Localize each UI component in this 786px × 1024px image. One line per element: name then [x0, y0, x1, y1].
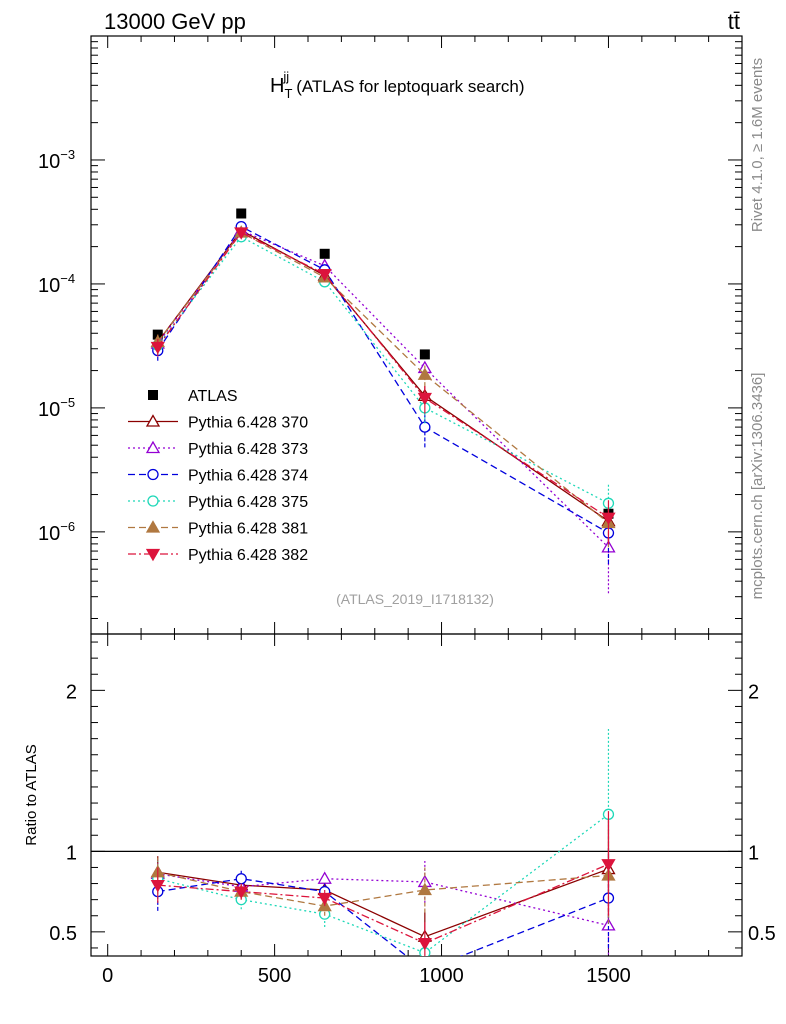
data-point: [234, 227, 249, 240]
y-tick-label: 10−4: [38, 271, 75, 297]
legend-marker: [145, 548, 161, 562]
series-line: [157, 871, 609, 907]
legend-label: Pythia 6.428 373: [188, 441, 308, 458]
legend-item-s370: Pythia 6.428 370: [128, 414, 308, 432]
data-point: [319, 248, 330, 259]
data-point: [235, 873, 247, 885]
legend-marker: [147, 495, 159, 507]
main-series: [150, 208, 616, 594]
ratio-y-tick-label: 1: [66, 842, 77, 864]
series-line: [157, 863, 609, 944]
series-s374: [152, 848, 615, 956]
data-point: [150, 880, 165, 893]
ratio-y-tick-label: 2: [748, 681, 759, 703]
data-point: [417, 882, 432, 896]
y-tick-label: 10−6: [38, 519, 75, 545]
legend-marker: [145, 414, 161, 427]
x-tick-label: 1000: [419, 965, 464, 987]
y-tick-label: 10−3: [38, 147, 75, 173]
legend-item-s373: Pythia 6.428 373: [128, 440, 308, 458]
ratio-y-tick-label: 1: [748, 842, 759, 864]
legend-label: Pythia 6.428 370: [188, 415, 308, 432]
ratio-series: [150, 728, 616, 956]
series-s373: [150, 223, 616, 594]
data-point: [150, 341, 165, 355]
main-panel-frame: [90, 35, 743, 635]
main-axes: 10−3 10−4 10−5 10−6: [38, 35, 742, 956]
legend-item-s382: Pythia 6.428 382: [128, 547, 308, 564]
ratio-axes: 0 500 1000 1500 0.5 0.5 1 1 2 2: [49, 36, 776, 987]
series-s375: [152, 728, 615, 956]
ratio-panel-frame: [90, 633, 743, 957]
data-point: [601, 512, 616, 526]
title-variable: H: [270, 75, 284, 97]
series-line: [157, 868, 609, 938]
data-point: [417, 392, 432, 406]
series-s382: [150, 811, 616, 956]
data-point: [419, 349, 430, 360]
process-label: 13000 GeV pp: [104, 9, 246, 34]
data-point: [317, 268, 332, 282]
series-line: [157, 231, 609, 519]
legend-label: Pythia 6.428 382: [188, 547, 308, 564]
legend-label: Pythia 6.428 375: [188, 494, 308, 511]
x-tick-label: 0: [102, 965, 113, 987]
ratio-y-tick-label: 2: [66, 681, 77, 703]
ratio-y-tick-label: 0.5: [748, 923, 776, 945]
series-line: [157, 235, 609, 504]
analysis-id: (ATLAS_2019_I1718132): [336, 591, 494, 607]
ratio-axis-label: Ratio to ATLAS: [23, 744, 40, 845]
rivet-label: Rivet 4.1.0, ≥ 1.6M events: [749, 58, 766, 232]
title-subscript: T: [284, 86, 292, 101]
legend-item-s375: Pythia 6.428 375: [128, 494, 308, 511]
title-superscript: jj: [282, 69, 289, 84]
data-point: [234, 886, 249, 899]
data-point: [417, 367, 432, 380]
data-point: [417, 937, 432, 951]
series-line: [157, 813, 609, 954]
x-tick-label: 500: [258, 965, 291, 987]
series-s382: [150, 227, 616, 544]
mcplots-label: mcplots.cern.ch [arXiv:1306.3436]: [749, 373, 766, 600]
legend-item-data: ATLAS: [148, 388, 238, 405]
title-description: (ATLAS for leptoquark search): [296, 77, 524, 96]
x-tick-label: 1500: [586, 965, 631, 987]
series-s373: [150, 857, 616, 956]
legend-label: ATLAS: [188, 388, 238, 405]
series-s370: [150, 815, 616, 956]
data-point: [601, 859, 616, 872]
data-point: [317, 892, 332, 906]
data-point: [419, 421, 431, 433]
series-line: [157, 225, 609, 534]
y-tick-label: 10−5: [38, 395, 75, 421]
legend-marker: [145, 520, 161, 533]
legend-item-s381: Pythia 6.428 381: [128, 520, 308, 538]
legend-label: Pythia 6.428 381: [188, 521, 308, 538]
plot-title: HTjj (ATLAS for leptoquark search): [270, 69, 525, 101]
legend-marker: [147, 468, 159, 481]
legend: ATLAS Pythia 6.428 370 Pythia 6.428 373 Pyt…: [128, 388, 308, 564]
ratio-y-tick-label: 0.5: [49, 923, 77, 945]
legend-marker: [145, 440, 161, 454]
series-s381: [150, 827, 616, 924]
final-state-label: tt̄: [728, 9, 740, 34]
data-point: [236, 208, 247, 219]
legend-marker: [148, 390, 158, 400]
legend-label: Pythia 6.428 374: [188, 468, 308, 485]
data-point: [317, 871, 332, 884]
legend-item-s374: Pythia 6.428 374: [128, 468, 308, 485]
